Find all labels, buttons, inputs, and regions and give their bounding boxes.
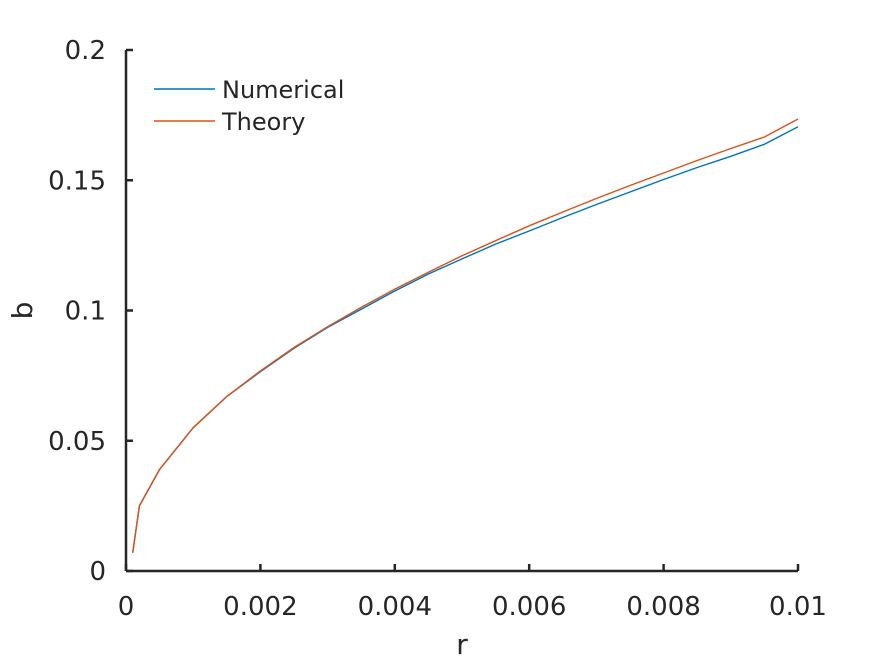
- x-tick-label: 0.002: [223, 592, 297, 622]
- x-tick-label: 0.006: [492, 592, 566, 622]
- legend-label-theory: Theory: [221, 108, 305, 136]
- x-tick-label: 0.004: [358, 592, 432, 622]
- y-tick-label: 0.2: [65, 36, 106, 66]
- y-tick-label: 0.1: [65, 297, 106, 327]
- series-line-numerical: [132, 126, 799, 553]
- y-ticks: 0 0.05 0.1 0.15 0.2: [48, 36, 133, 587]
- series-line-theory: [132, 118, 799, 553]
- x-tick-label: 0: [118, 592, 135, 622]
- series-layer: [132, 118, 799, 553]
- x-tick-label: 0.01: [769, 592, 827, 622]
- x-axis-label: r: [456, 628, 468, 661]
- legend-label-numerical: Numerical: [222, 76, 344, 104]
- y-tick-label: 0: [89, 557, 106, 587]
- x-ticks: 0 0.002 0.004 0.006 0.008 0.01: [118, 564, 827, 622]
- y-tick-label: 0.05: [48, 427, 106, 457]
- x-tick-label: 0.008: [626, 592, 700, 622]
- y-axis-label: b: [6, 302, 39, 320]
- y-tick-label: 0.15: [48, 166, 106, 196]
- legend: Numerical Theory: [154, 76, 344, 136]
